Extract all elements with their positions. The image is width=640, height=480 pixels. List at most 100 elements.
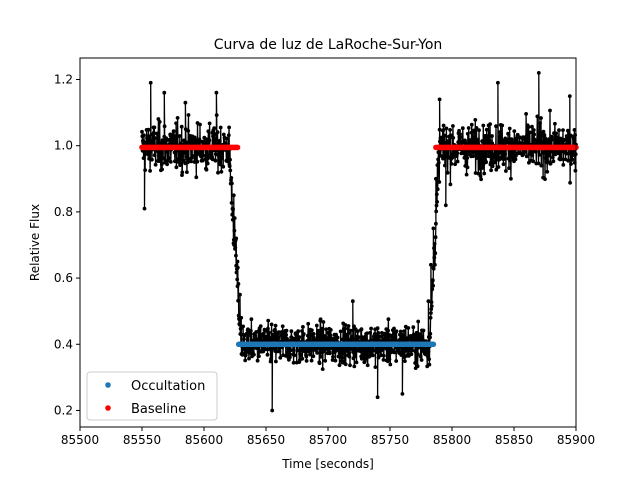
flux-point — [206, 129, 211, 134]
flux-point — [247, 356, 251, 361]
flux-point — [205, 161, 210, 166]
flux-point — [471, 154, 475, 159]
flux-point — [228, 157, 232, 162]
flux-point — [473, 118, 478, 122]
flux-point — [561, 163, 566, 167]
flux-point — [228, 168, 233, 173]
flux-point — [415, 364, 420, 369]
flux-point — [363, 359, 367, 364]
flux-point — [462, 151, 466, 156]
flux-point — [183, 100, 188, 105]
flux-point — [280, 324, 285, 329]
flux-point — [525, 132, 530, 137]
y-axis: 0.2 0.4 0.6 0.8 1.0 1.2 — [54, 73, 80, 417]
flux-point — [216, 153, 221, 157]
flux-point — [548, 161, 553, 166]
flux-point — [331, 355, 335, 359]
flux-point — [314, 323, 319, 328]
flux-point — [243, 358, 248, 363]
flux-point — [176, 156, 181, 161]
flux-point — [158, 157, 162, 162]
flux-point — [532, 132, 537, 137]
flux-point — [297, 335, 302, 339]
flux-point — [547, 152, 552, 157]
flux-point — [309, 358, 314, 363]
flux-point — [484, 160, 488, 165]
flux-point — [273, 327, 277, 332]
flux-point — [398, 329, 403, 334]
flux-point — [488, 122, 492, 126]
flux-point — [266, 326, 270, 331]
flux-point — [160, 167, 165, 172]
flux-point — [465, 156, 470, 160]
flux-point — [234, 270, 239, 275]
flux-point — [257, 354, 261, 359]
flux-point — [311, 354, 316, 359]
flux-point — [403, 359, 407, 363]
flux-point — [432, 255, 437, 260]
flux-point — [419, 334, 424, 339]
flux-point — [148, 169, 153, 173]
flux-point — [371, 348, 376, 353]
flux-point — [317, 328, 321, 333]
flux-point — [458, 135, 463, 140]
flux-point — [402, 329, 407, 333]
flux-point — [328, 328, 333, 332]
flux-point — [219, 169, 224, 174]
flux-point — [162, 124, 167, 129]
flux-point — [566, 129, 571, 134]
flux-point — [468, 138, 473, 143]
flux-point — [434, 176, 438, 181]
flux-point — [174, 121, 179, 126]
x-tick-label: 85550 — [123, 433, 161, 447]
flux-point — [315, 332, 320, 337]
flux-point — [567, 94, 572, 98]
flux-point — [478, 174, 483, 179]
flux-point — [433, 262, 437, 267]
flux-point — [448, 133, 453, 138]
chart-title: Curva de luz de LaRoche-Sur-Yon — [214, 37, 443, 53]
plot-data — [139, 71, 579, 413]
flux-point — [307, 349, 311, 353]
flux-point — [375, 395, 380, 400]
flux-point — [549, 134, 554, 139]
flux-point — [301, 332, 306, 336]
flux-point — [268, 336, 273, 340]
flux-point — [253, 333, 258, 338]
flux-point — [481, 123, 486, 128]
flux-point — [363, 348, 368, 353]
flux-point — [548, 108, 552, 113]
flux-point — [194, 175, 199, 180]
flux-point — [435, 200, 439, 204]
flux-point — [354, 360, 359, 365]
flux-point — [350, 335, 355, 339]
flux-point — [212, 132, 217, 137]
flux-point — [287, 352, 292, 356]
flux-point — [344, 337, 349, 341]
y-tick-label: 0.4 — [54, 337, 73, 351]
flux-point — [542, 133, 547, 137]
flux-point — [197, 137, 202, 142]
flux-point — [561, 128, 565, 133]
flux-point — [492, 160, 497, 165]
flux-point — [234, 236, 239, 241]
flux-point — [234, 253, 238, 258]
flux-point — [216, 170, 220, 175]
flux-point — [335, 347, 339, 351]
flux-point — [457, 128, 461, 133]
flux-point — [149, 139, 153, 144]
flux-point — [487, 150, 492, 155]
flux-point — [565, 134, 570, 139]
flux-point — [226, 133, 231, 138]
y-tick-label: 1.2 — [54, 73, 73, 87]
flux-point — [401, 334, 406, 339]
flux-point — [323, 358, 328, 363]
flux-point — [448, 127, 452, 132]
flux-series-line — [141, 72, 577, 411]
y-tick-label: 0.2 — [54, 403, 73, 417]
flux-point — [543, 177, 547, 182]
flux-point — [535, 114, 540, 119]
flux-point — [433, 251, 438, 256]
flux-point — [455, 159, 460, 164]
flux-point — [317, 361, 322, 366]
